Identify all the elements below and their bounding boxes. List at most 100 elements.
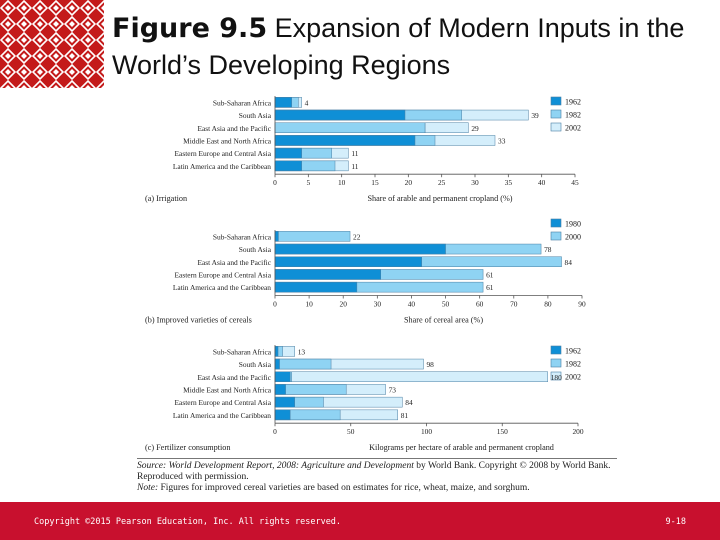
x-tick-label: 10 bbox=[305, 300, 313, 309]
bar-1962 bbox=[274, 97, 292, 108]
figure-charts: 1962 1982 2002 Sub-Saharan Africa 4 South Asi… bbox=[145, 96, 586, 452]
page-number: 9-18 bbox=[665, 517, 686, 527]
x-tick-label: 100 bbox=[421, 427, 432, 436]
x-axis-title: Kilograms per hectare of arable and perm… bbox=[369, 443, 554, 452]
bar-1962 bbox=[274, 160, 302, 172]
legend-swatch-2002 bbox=[550, 371, 562, 381]
x-tick-label: 0 bbox=[273, 300, 277, 309]
category-label: Sub-Saharan Africa bbox=[213, 232, 272, 241]
x-tick-label: 50 bbox=[442, 300, 450, 309]
category-label: Latin America and the Caribbean bbox=[173, 283, 271, 292]
bar-1962 bbox=[274, 396, 295, 408]
data-label: 11 bbox=[351, 149, 358, 158]
bar-1962 bbox=[274, 384, 286, 395]
x-tick-label: 25 bbox=[438, 178, 446, 187]
bar-1962 bbox=[274, 409, 291, 421]
footer-bar: Copyright ©2015 Pearson Education, Inc. … bbox=[0, 502, 720, 540]
category-label: Middle East and North Africa bbox=[183, 136, 272, 145]
x-tick-label: 20 bbox=[405, 178, 413, 187]
source-note: Source: World Development Report, 2008: … bbox=[137, 458, 617, 494]
panel-label: (c) Fertilizer consumption bbox=[145, 443, 231, 452]
x-tick-label: 60 bbox=[476, 300, 484, 309]
data-label: 61 bbox=[486, 283, 494, 292]
category-label: Latin America and the Caribbean bbox=[173, 411, 271, 420]
data-label: 33 bbox=[498, 136, 506, 145]
category-label: East Asia and the Pacific bbox=[198, 258, 272, 267]
bar-1980 bbox=[274, 256, 422, 267]
legend-label-2002: 2002 bbox=[565, 373, 581, 382]
legend-label-1962: 1962 bbox=[565, 98, 581, 107]
data-label: 39 bbox=[531, 111, 539, 120]
data-label: 29 bbox=[471, 124, 479, 133]
x-tick-label: 70 bbox=[510, 300, 518, 309]
bar-1980 bbox=[274, 269, 381, 280]
x-tick-label: 40 bbox=[538, 178, 546, 187]
bar-1962 bbox=[274, 147, 302, 159]
data-label: 4 bbox=[305, 98, 309, 107]
x-tick-label: 45 bbox=[571, 178, 579, 187]
x-tick-label: 200 bbox=[572, 427, 583, 436]
category-label: South Asia bbox=[239, 245, 272, 254]
data-label: 180 bbox=[551, 373, 562, 382]
data-label: 81 bbox=[401, 411, 409, 420]
legend-label-1980: 1980 bbox=[565, 220, 581, 229]
panel-label: (a) Irrigation bbox=[145, 194, 187, 203]
x-tick-label: 5 bbox=[306, 178, 310, 187]
legend-swatch-1962 bbox=[550, 345, 562, 355]
bar-1982 bbox=[274, 358, 332, 370]
x-tick-label: 10 bbox=[338, 178, 346, 187]
category-label: Middle East and North Africa bbox=[183, 385, 272, 394]
data-label: 84 bbox=[405, 398, 413, 407]
legend-swatch-1982 bbox=[550, 109, 562, 119]
bar-1962 bbox=[274, 135, 416, 146]
bar-1962 bbox=[274, 109, 406, 121]
x-tick-label: 0 bbox=[273, 427, 277, 436]
x-tick-label: 150 bbox=[497, 427, 508, 436]
category-label: Sub-Saharan Africa bbox=[213, 347, 272, 356]
category-label: South Asia bbox=[239, 360, 272, 369]
bar-1962 bbox=[274, 358, 280, 370]
data-label: 73 bbox=[389, 385, 397, 394]
bar-1980 bbox=[274, 281, 358, 293]
legend-swatch-1962 bbox=[550, 96, 562, 106]
x-tick-label: 35 bbox=[505, 178, 513, 187]
legend-label-1982: 1982 bbox=[565, 360, 581, 369]
data-label: 61 bbox=[486, 270, 494, 279]
data-label: 11 bbox=[351, 162, 358, 171]
bar-2000 bbox=[274, 231, 351, 242]
x-tick-label: 0 bbox=[273, 178, 277, 187]
data-label: 22 bbox=[353, 232, 361, 241]
data-label: 78 bbox=[544, 245, 552, 254]
legend-swatch-1980 bbox=[550, 218, 562, 228]
legend-swatch-2000 bbox=[550, 231, 562, 241]
legend-label-2002: 2002 bbox=[565, 124, 581, 133]
category-label: Sub-Saharan Africa bbox=[213, 98, 272, 107]
x-axis-title: Share of cereal area (%) bbox=[404, 316, 483, 325]
category-label: Latin America and the Caribbean bbox=[173, 162, 271, 171]
decorative-pattern-logo bbox=[0, 0, 104, 88]
bar-1962 bbox=[274, 346, 279, 357]
x-tick-label: 90 bbox=[578, 300, 586, 309]
category-label: Eastern Europe and Central Asia bbox=[175, 398, 272, 407]
category-label: Eastern Europe and Central Asia bbox=[175, 149, 272, 158]
bar-1980 bbox=[274, 231, 279, 242]
legend-swatch-2002 bbox=[550, 122, 562, 132]
category-label: Eastern Europe and Central Asia bbox=[175, 270, 272, 279]
page-title: Figure 9.5 Expansion of Modern Inputs in… bbox=[112, 13, 685, 80]
bar-1962 bbox=[274, 371, 291, 382]
x-tick-label: 30 bbox=[471, 178, 479, 187]
category-label: South Asia bbox=[239, 111, 272, 120]
x-tick-label: 50 bbox=[347, 427, 355, 436]
bar-1980 bbox=[274, 243, 446, 255]
bar-1982 bbox=[274, 122, 426, 133]
data-label: 13 bbox=[298, 347, 306, 356]
x-tick-label: 20 bbox=[340, 300, 348, 309]
legend-swatch-1982 bbox=[550, 358, 562, 368]
x-tick-label: 80 bbox=[544, 300, 552, 309]
legend-label-1962: 1962 bbox=[565, 347, 581, 356]
x-tick-label: 15 bbox=[371, 178, 379, 187]
legend-label-2000: 2000 bbox=[565, 233, 581, 242]
x-axis-title: Share of arable and permanent cropland (… bbox=[367, 194, 512, 203]
category-label: East Asia and the Pacific bbox=[198, 373, 272, 382]
legend-label-1982: 1982 bbox=[565, 111, 581, 120]
